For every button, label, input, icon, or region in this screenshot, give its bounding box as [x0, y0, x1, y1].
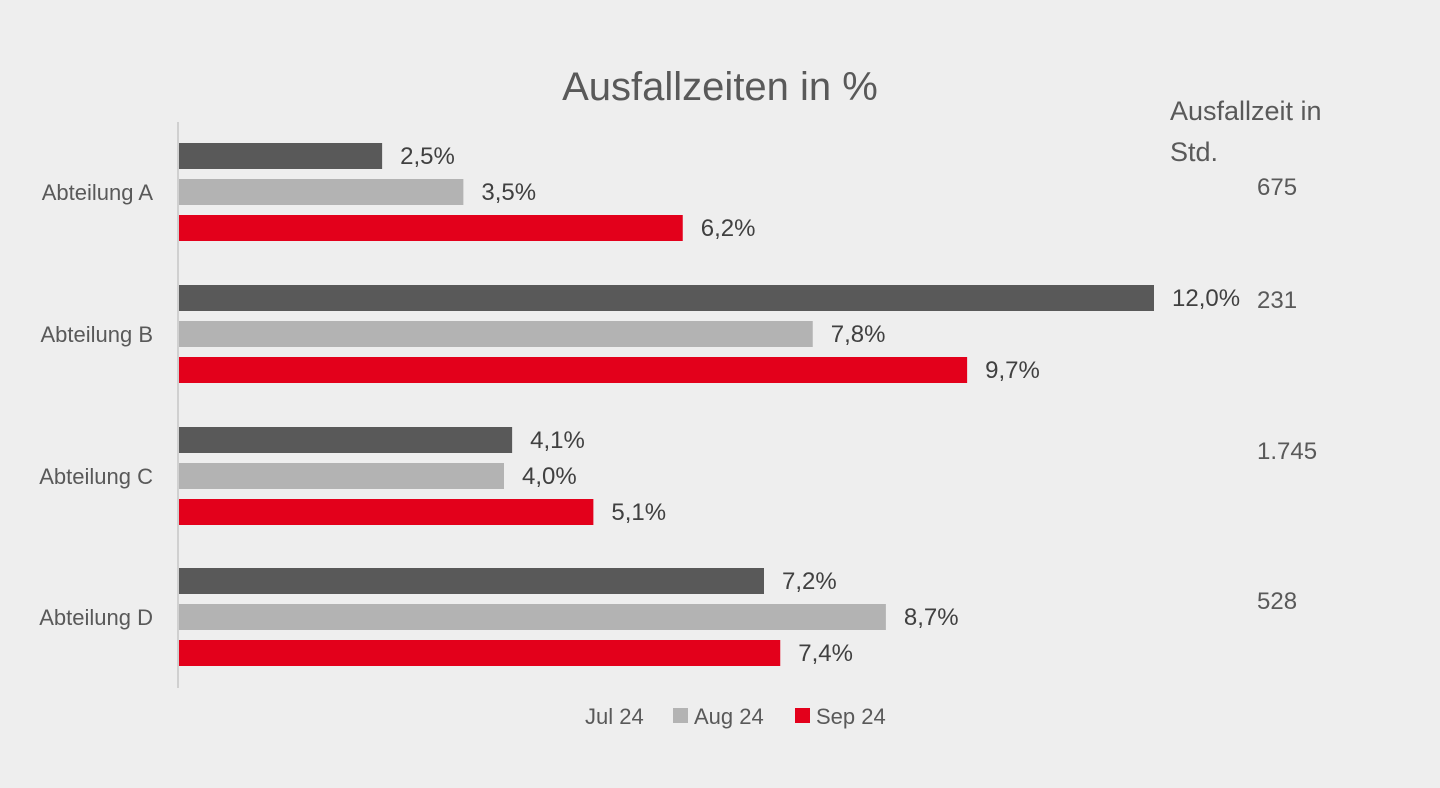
- data-label: 6,2%: [701, 215, 756, 242]
- bar-sep-24-2: [179, 499, 594, 525]
- bar-jul-24-1: [179, 285, 1154, 311]
- data-label: 4,1%: [530, 427, 585, 454]
- bar-aug-24-0: [179, 179, 464, 205]
- bar-sep-24-1: [179, 357, 968, 383]
- bar-aug-24-2: [179, 463, 504, 489]
- category-label: Abteilung A: [42, 180, 154, 205]
- data-label: 5,1%: [611, 499, 666, 526]
- data-label: 12,0%: [1172, 285, 1240, 312]
- data-label: 2,5%: [400, 143, 455, 170]
- side-table-value: 1.745: [1257, 438, 1317, 465]
- data-label: 9,7%: [985, 357, 1040, 384]
- data-label: 7,8%: [831, 321, 886, 348]
- data-label: 3,5%: [481, 179, 536, 206]
- side-table-header-line2: Std.: [1170, 137, 1218, 167]
- data-label: 8,7%: [904, 604, 959, 631]
- legend-label: Jul 24: [585, 704, 644, 729]
- legend: Jul 24 Aug 24 Sep 24: [585, 704, 886, 729]
- bar-jul-24-2: [179, 427, 513, 453]
- bar-sep-24-3: [179, 640, 781, 666]
- category-label: Abteilung D: [39, 605, 153, 630]
- legend-label: Sep 24: [816, 704, 886, 729]
- category-label: Abteilung C: [39, 464, 153, 489]
- bar-sep-24-0: [179, 215, 683, 241]
- data-label: 7,4%: [798, 640, 853, 667]
- data-label: 4,0%: [522, 463, 577, 490]
- chart-title: Ausfallzeiten in %: [562, 65, 878, 109]
- category-label: Abteilung B: [40, 322, 153, 347]
- side-table-value: 231: [1257, 287, 1297, 314]
- bars-layer: [179, 143, 1154, 666]
- bar-jul-24-3: [179, 568, 764, 594]
- data-label: 7,2%: [782, 568, 837, 595]
- legend-marker: [795, 708, 810, 723]
- side-table-value: 528: [1257, 588, 1297, 615]
- bar-aug-24-1: [179, 321, 813, 347]
- side-values-layer: 675 231 1.745 528: [1257, 174, 1317, 615]
- labels-layer: Abteilung A 2,5% 3,5% 6,2% Abteilung B 12,0% 7…: [39, 143, 1240, 667]
- bar-aug-24-3: [179, 604, 886, 630]
- legend-label: Aug 24: [694, 704, 764, 729]
- side-table-header-line1: Ausfallzeit in: [1170, 96, 1322, 126]
- bar-jul-24-0: [179, 143, 383, 169]
- legend-marker: [673, 708, 688, 723]
- side-table-value: 675: [1257, 174, 1297, 201]
